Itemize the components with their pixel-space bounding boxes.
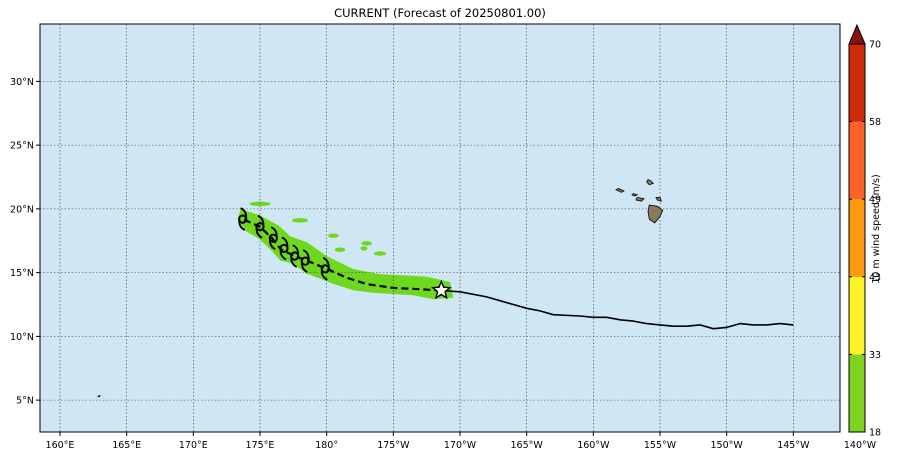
storm-icon-arm <box>322 256 330 268</box>
axis-ticks: 160°E 165°E 170°E 175°E 180° 175°W 170°W 165°W 1… <box>10 77 877 451</box>
tropical-storm-icon <box>279 236 289 261</box>
lat-tick-label: 5°N <box>16 396 34 407</box>
lon-tick-label: 155°W <box>644 440 677 451</box>
island-shape <box>631 193 639 197</box>
storm-icon-core <box>255 222 265 232</box>
lon-tick-label: 140°W <box>844 440 877 451</box>
colorbar-segment <box>849 354 865 432</box>
storm-icon-arm <box>240 207 248 219</box>
tropical-storm-icon <box>320 256 330 281</box>
colorbar-frame <box>848 43 866 433</box>
colorbar-tick-label: 49 <box>869 195 881 206</box>
storm-icon-arm <box>300 262 308 273</box>
storm-icon-arm <box>268 239 276 251</box>
lat-tick-label: 10°N <box>10 332 34 343</box>
island-shape <box>635 196 645 202</box>
storm-icon-core <box>320 264 330 274</box>
lon-tick-label: 175°W <box>377 440 410 451</box>
map-title: CURRENT (Forecast of 20250801.00) <box>334 6 546 20</box>
storm-icon-core <box>290 251 300 261</box>
island-shape <box>647 204 664 224</box>
colorbar-tick-label: 43 <box>869 272 881 283</box>
storm-icon-core <box>238 214 248 224</box>
storm-icon-arm <box>257 214 265 226</box>
wind-swath-fragment <box>334 247 346 252</box>
storm-icon-arm <box>279 249 287 261</box>
lon-tick-label: 150°W <box>711 440 744 451</box>
lon-tick-label: 165°W <box>511 440 544 451</box>
wind-swath-fragment <box>373 251 387 256</box>
colorbar-tick-label: 58 <box>869 117 881 128</box>
storm-icon-arm <box>302 249 310 261</box>
lon-tick-label: 170°E <box>179 440 208 451</box>
colorbar-extend-arrow <box>848 23 866 45</box>
wind-swath-area <box>237 209 453 300</box>
storm-icon-core <box>268 233 278 243</box>
tropical-storm-icon <box>238 207 248 231</box>
map-frame <box>39 23 841 433</box>
tropical-storm-icon <box>290 244 300 268</box>
colorbar-segment <box>849 276 865 355</box>
colorbar-tick-label: 70 <box>869 40 881 51</box>
colorbar-segment <box>849 44 865 122</box>
colorbar-tick-label: 33 <box>869 350 881 361</box>
wind-swath-fragment <box>328 233 339 238</box>
lon-tick-label: 160°W <box>577 440 610 451</box>
lon-tick-label: 180° <box>315 440 338 451</box>
lon-tick-label: 170°W <box>444 440 477 451</box>
colorbar-segment <box>849 121 865 200</box>
lon-tick-label: 165°E <box>112 440 141 451</box>
colorbar-segment <box>849 199 865 277</box>
lon-tick-label: 145°W <box>777 440 810 451</box>
storm-icon-arm <box>281 236 289 248</box>
island-shape <box>655 196 662 202</box>
observed-track-line <box>441 289 794 330</box>
wind-swath-layer <box>237 201 453 300</box>
storm-symbols-layer <box>238 207 452 300</box>
island-shape <box>646 178 655 186</box>
lat-tick-label: 25°N <box>10 141 34 152</box>
wind-swath-fragment <box>360 246 368 251</box>
ocean-background <box>40 24 840 432</box>
lat-tick-label: 15°N <box>10 268 34 279</box>
colorbar: 18 33 43 49 58 70 <box>848 23 881 439</box>
storm-icon-arm <box>290 256 298 268</box>
island-shape <box>615 188 625 193</box>
island-shape <box>96 395 101 398</box>
islands-layer <box>96 178 664 398</box>
tropical-storm-icon <box>300 249 310 273</box>
tropical-storm-icon <box>255 214 265 239</box>
forecast-track-line <box>242 218 442 292</box>
colorbar-tick-label: 18 <box>869 428 881 439</box>
storm-icon-arm <box>238 220 246 231</box>
graticule <box>40 24 840 432</box>
lon-tick-label: 160°E <box>46 440 75 451</box>
storm-track-layer <box>242 218 794 330</box>
wind-swath-fragment <box>361 241 372 246</box>
lon-tick-label: 175°E <box>246 440 275 451</box>
storm-icon-core <box>279 243 289 253</box>
wind-swath-fragment <box>292 218 308 223</box>
lat-tick-label: 20°N <box>10 204 34 215</box>
tropical-storm-icon <box>268 226 278 251</box>
storm-icon-arm <box>270 226 278 238</box>
storm-icon-arm <box>255 227 263 239</box>
lat-tick-label: 30°N <box>10 77 34 88</box>
current-position-star-icon <box>431 279 452 300</box>
storm-icon-core <box>300 256 310 266</box>
storm-icon-arm <box>292 244 300 256</box>
storm-icon-arm <box>320 269 328 281</box>
